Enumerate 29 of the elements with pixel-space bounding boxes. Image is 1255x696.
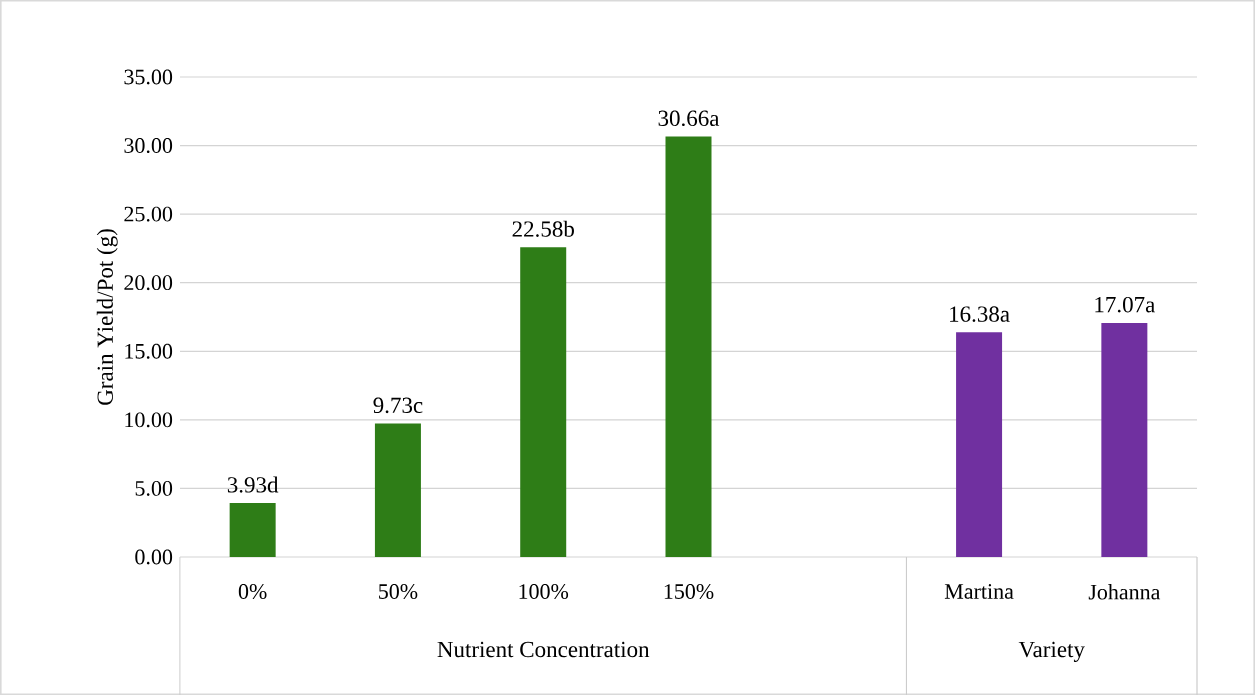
y-tick-label: 20.00 (124, 275, 173, 291)
data-label: 16.38a (950, 306, 1010, 323)
y-tick-label: 0.00 (135, 549, 173, 565)
data-label: 17.07a (1095, 297, 1156, 313)
y-tick-label: 10.00 (125, 412, 173, 428)
y-tick-label: 30.00 (124, 138, 173, 154)
y-tick-label: 25.00 (124, 206, 173, 222)
x-tick-label: 0% (238, 584, 267, 600)
x-tick-label: Martina (944, 584, 1014, 600)
data-label: 9.73c (373, 397, 423, 414)
text: Nutrient Concentration (437, 641, 650, 658)
x-tick-label: 150% (664, 584, 714, 600)
bar (374, 423, 421, 558)
x-tick-label: 50% (379, 584, 418, 600)
bar (229, 503, 276, 558)
y-tick-label: 5.00 (135, 481, 173, 497)
bar (665, 136, 712, 558)
text: Variety (1018, 641, 1085, 663)
data-label: 22.58b (512, 220, 574, 238)
x-tick-label: Johanna (1088, 584, 1161, 600)
bar (520, 247, 567, 558)
data-label: 30.66a (658, 110, 720, 127)
bar (1101, 323, 1148, 558)
bar (956, 332, 1003, 558)
y-tick-label: 35.00 (124, 69, 173, 85)
y-axis-title: Grain Yield/Pot (g) (96, 229, 118, 406)
x-tick-label: 100% (519, 584, 569, 600)
y-tick-label: 15.00 (125, 344, 173, 359)
data-label: 3.93d (227, 476, 279, 493)
